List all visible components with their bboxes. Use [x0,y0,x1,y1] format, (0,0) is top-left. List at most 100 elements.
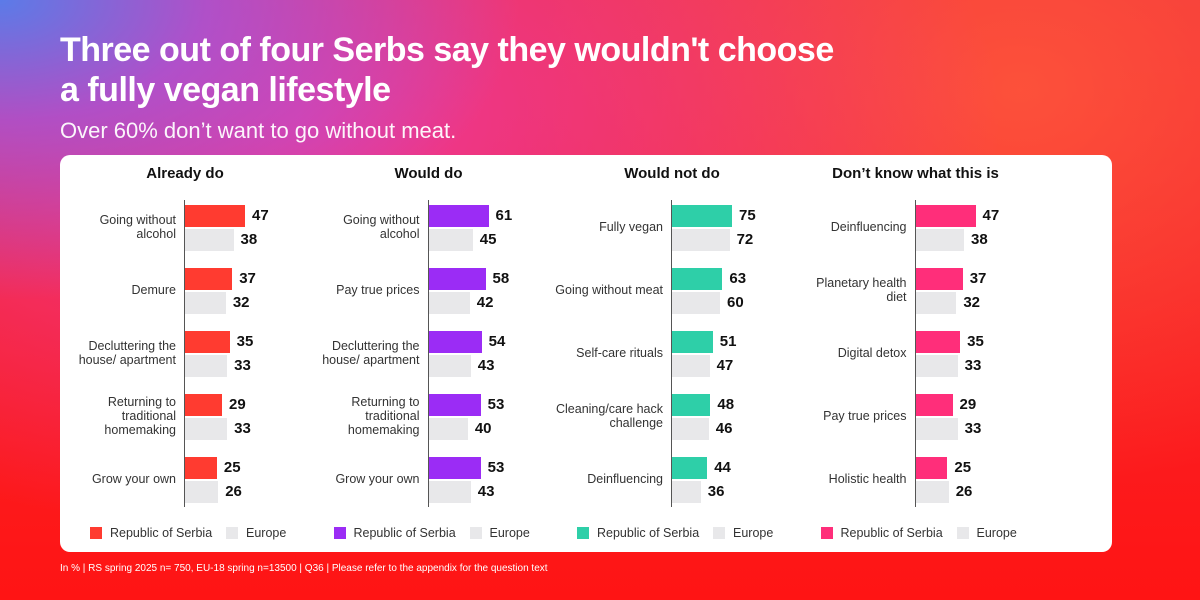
data-label: 26 [955,483,973,500]
data-label: 43 [477,357,495,374]
data-label: 40 [474,420,492,437]
data-label: 33 [234,420,251,437]
bar-europe [915,418,958,440]
panel-title: Would do [394,165,463,182]
bar-europe [915,355,958,377]
data-label: 26 [225,483,242,500]
category-label: Decluttering the house/ apartment [78,339,176,367]
data-label: 54 [488,333,506,350]
legend-swatch [333,527,346,539]
bar-europe [672,355,710,377]
chart-card: Already do Going without alcohol 47 38 Demur… [60,155,1112,552]
bar-serbia [915,457,948,479]
bar-europe [185,418,228,440]
axis-line [914,200,916,507]
data-label: 61 [495,207,513,224]
category-label: Fully vegan [599,220,663,234]
category-label: Decluttering the house/ apartment [322,339,420,367]
category-label: Returning to traditional homemaking [347,395,420,437]
headline-line-1: Three out of four Serbs say they wouldn'… [60,31,834,69]
data-label: 33 [964,420,982,437]
legend-label: Europe [246,526,287,540]
legend-swatch [577,527,589,539]
bar-europe [185,481,219,503]
data-label: 46 [715,420,733,437]
category-label: Deinfluencing [830,220,907,234]
data-label: 38 [971,231,988,248]
bar-serbia [672,268,723,290]
bar-serbia [915,331,961,353]
legend-swatch [90,527,102,539]
data-label: 47 [252,207,269,224]
legend-swatch [820,527,833,539]
axis-line [427,200,429,507]
data-label: 51 [719,333,737,350]
data-label: 72 [736,231,754,248]
bar-serbia [915,394,953,416]
legend-label: Republic of Serbia [597,526,700,540]
panel-title: Already do [146,165,224,182]
bar-europe [185,355,228,377]
data-label: 38 [240,231,258,248]
data-label: 37 [239,270,256,287]
legend-label: Republic of Serbia [840,526,943,540]
bar-europe [428,292,470,314]
bar-europe [672,481,701,503]
legend-swatch [713,527,725,539]
bar-europe [672,418,709,440]
data-label: 45 [479,231,497,248]
bar-serbia [915,268,963,290]
bar-europe [428,418,468,440]
data-label: 29 [229,396,246,413]
data-label: 25 [223,459,241,476]
bar-serbia [185,457,217,479]
data-label: 29 [959,396,977,413]
bar-serbia [428,331,482,353]
bar-serbia [915,205,976,227]
legend-item: Europe [469,526,530,540]
data-label: 36 [707,483,725,500]
bar-serbia [428,268,486,290]
bar-serbia [185,268,233,290]
footnote: In % | RS spring 2025 n= 750, EU-18 spri… [60,563,548,574]
bar-europe [428,481,471,503]
bar-europe [672,229,730,251]
legend-item: Republic of Serbia [90,526,212,540]
data-label: 44 [714,459,731,476]
axis-line [671,200,672,507]
data-label: 32 [232,294,250,311]
legend-item: Republic of Serbia [577,526,699,540]
legend-label: Europe [976,526,1017,540]
bar-europe [672,292,720,314]
legend-label: Europe [489,526,530,540]
bar-europe [185,229,234,251]
bar-serbia [672,457,708,479]
data-label: 33 [964,357,982,374]
category-label: Grow your own [91,472,176,486]
data-label: 53 [487,459,505,476]
legend-item: Republic of Serbia [333,526,456,540]
panel-title: Don’t know what this is [832,165,999,182]
chart-panel: Already do Going without alcohol 47 38 Demur… [60,155,304,552]
category-label: Going without alcohol [343,213,420,241]
category-label: Going without meat [555,283,663,297]
legend-label: Republic of Serbia [353,526,456,540]
data-label: 47 [716,357,734,374]
data-label: 35 [236,333,254,350]
headline-line-2: a fully vegan lifestyle [60,71,391,109]
legend-swatch [956,527,969,539]
category-label: Grow your own [335,472,420,486]
bar-serbia [185,331,230,353]
category-label: Demure [131,283,176,297]
chart-panel: Would not do Fully vegan 75 72 Going without… [547,155,791,552]
chart-panel: Don’t know what this is Deinfluencing 47 38… [791,155,1035,552]
category-label: Pay true prices [823,409,907,423]
bar-serbia [428,394,481,416]
category-label: Pay true prices [336,283,420,297]
bar-europe [185,292,226,314]
chart-panel: Would do Going without alcohol 61 45 Pay tru… [304,155,548,552]
bar-europe [915,292,957,314]
bar-serbia [428,457,481,479]
category-label: Digital detox [837,346,907,360]
data-label: 53 [487,396,505,413]
